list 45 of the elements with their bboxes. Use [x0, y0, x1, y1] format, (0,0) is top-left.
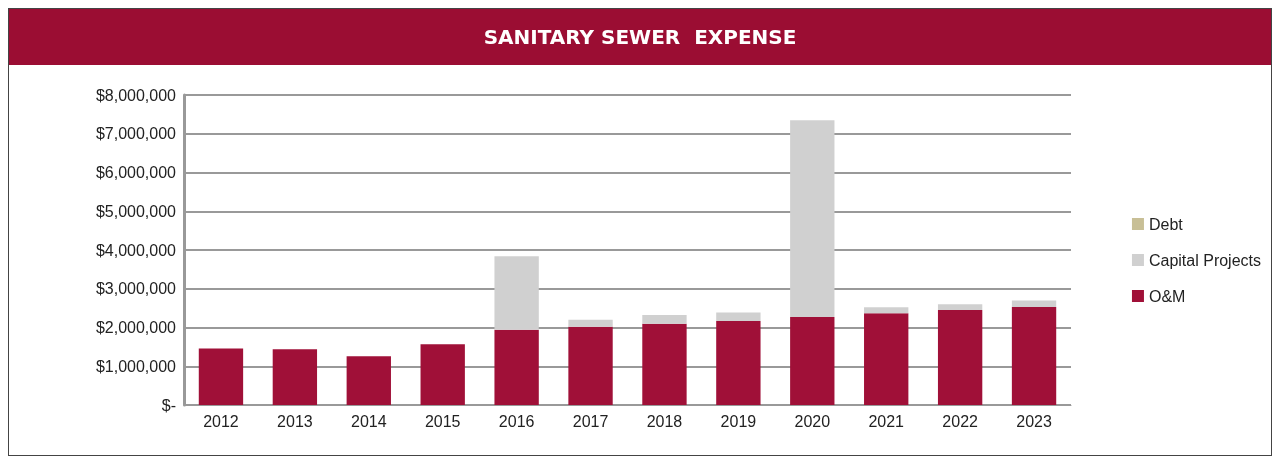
- x-tick-label: 2018: [646, 412, 683, 430]
- legend-label: Debt: [1148, 215, 1184, 233]
- x-tick-label: 2023: [1016, 412, 1052, 430]
- y-tick-label: $8,000,000: [95, 86, 177, 104]
- bar: [568, 319, 613, 327]
- bar: [494, 256, 539, 330]
- x-tick-label: 2020: [794, 412, 831, 430]
- y-tick-label: $1,000,000: [95, 357, 177, 375]
- y-tick-label: $5,000,000: [95, 202, 177, 220]
- bar: [642, 323, 687, 405]
- x-tick-label: 2021: [868, 412, 905, 430]
- y-tick-label: $2,000,000: [95, 319, 177, 336]
- bar: [864, 307, 909, 314]
- chart-title: SANITARY SEWER EXPENSE: [9, 9, 1271, 65]
- bar: [346, 356, 391, 405]
- y-tick-label: $-: [161, 396, 176, 414]
- bar: [716, 320, 761, 405]
- bar: [568, 326, 613, 405]
- bar: [1011, 300, 1057, 307]
- y-tick-label: $3,000,000: [95, 280, 177, 298]
- bar: [790, 120, 835, 318]
- bar: [272, 349, 318, 405]
- x-tick-label: 2013: [277, 412, 313, 430]
- bar: [494, 329, 539, 405]
- legend-label: O&M: [1148, 287, 1186, 305]
- bar: [937, 310, 983, 405]
- x-tick-label: 2014: [350, 412, 387, 430]
- bar: [937, 304, 983, 311]
- y-tick-label: $7,000,000: [95, 125, 177, 143]
- bar: [198, 348, 244, 405]
- bar: [420, 344, 465, 405]
- bar: [864, 313, 909, 405]
- bar: [642, 315, 687, 324]
- x-tick-label: 2017: [572, 412, 609, 430]
- y-tick-label: $6,000,000: [95, 164, 177, 181]
- bar: [716, 312, 761, 321]
- legend-label: Capital Projects: [1148, 251, 1261, 269]
- x-tick-label: 2015: [424, 412, 461, 430]
- x-tick-label: 2012: [203, 412, 239, 430]
- bar: [1011, 306, 1057, 405]
- x-tick-label: 2022: [942, 412, 979, 430]
- bar: [790, 317, 835, 405]
- x-tick-label: 2019: [720, 412, 757, 430]
- y-tick-label: $4,000,000: [95, 241, 177, 259]
- x-tick-label: 2016: [498, 412, 535, 430]
